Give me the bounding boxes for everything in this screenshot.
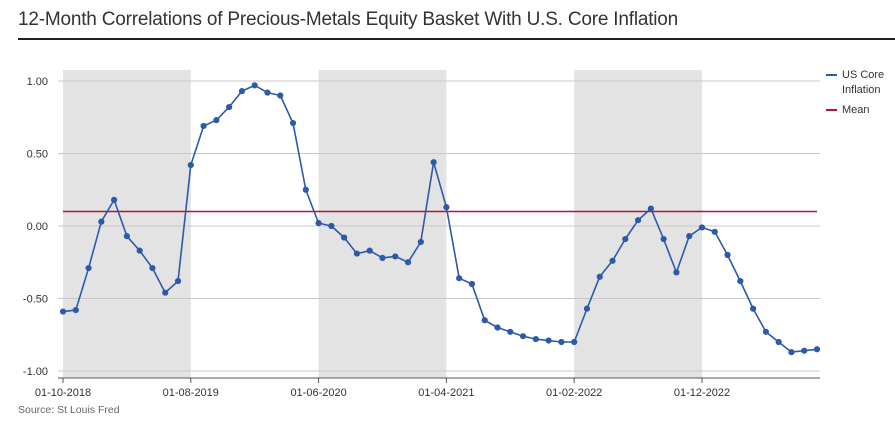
y-tick-label: -1.00 bbox=[23, 366, 48, 378]
y-tick-label: -0.50 bbox=[23, 294, 48, 306]
data-point bbox=[226, 104, 233, 111]
title-rule bbox=[18, 38, 895, 40]
data-point bbox=[698, 224, 706, 231]
data-point bbox=[571, 338, 578, 346]
data-point bbox=[750, 305, 757, 312]
data-point bbox=[251, 82, 258, 89]
data-point bbox=[85, 264, 92, 272]
data-point bbox=[673, 269, 680, 276]
data-point bbox=[289, 119, 297, 127]
data-point bbox=[558, 338, 565, 346]
legend-label: Mean bbox=[842, 104, 870, 116]
data-point bbox=[136, 247, 143, 254]
data-point bbox=[724, 251, 731, 259]
data-point bbox=[622, 235, 629, 243]
y-tick-label: 0.00 bbox=[27, 221, 48, 233]
source-note: Source: St Louis Fred bbox=[18, 404, 120, 416]
data-point bbox=[443, 204, 450, 211]
data-point bbox=[315, 220, 322, 227]
data-point bbox=[162, 289, 169, 296]
data-point bbox=[187, 162, 194, 169]
x-tick-label: 01-08-2019 bbox=[163, 387, 219, 399]
shaded-band-0 bbox=[63, 70, 191, 378]
data-point bbox=[737, 278, 744, 285]
legend: US Core Inflation Mean bbox=[826, 68, 895, 123]
data-point bbox=[111, 196, 118, 203]
legend-label: US Core Inflation bbox=[842, 69, 885, 96]
data-point bbox=[456, 275, 463, 282]
data-point bbox=[213, 117, 220, 124]
data-point bbox=[98, 218, 105, 225]
data-point bbox=[686, 233, 693, 240]
data-point bbox=[583, 305, 591, 312]
shaded-band-1 bbox=[318, 70, 447, 378]
data-point bbox=[481, 317, 488, 324]
data-point bbox=[149, 264, 156, 272]
x-tick-label: 01-06-2020 bbox=[290, 387, 346, 399]
data-point bbox=[123, 233, 130, 240]
data-point bbox=[392, 253, 399, 260]
data-point bbox=[609, 257, 616, 264]
data-point bbox=[353, 250, 361, 257]
data-point bbox=[238, 88, 246, 95]
data-point bbox=[366, 247, 373, 254]
legend-swatch-red bbox=[826, 109, 837, 111]
data-point bbox=[660, 235, 667, 243]
data-point bbox=[596, 273, 603, 280]
y-tick-label: 1.00 bbox=[27, 76, 48, 88]
data-point bbox=[647, 205, 654, 212]
shaded-bands bbox=[63, 70, 702, 378]
data-point bbox=[532, 336, 539, 343]
data-point bbox=[417, 238, 424, 246]
data-point bbox=[494, 324, 501, 331]
x-tick-label: 01-04-2021 bbox=[418, 387, 474, 399]
y-tick-label: 0.50 bbox=[27, 149, 48, 161]
data-point bbox=[762, 328, 769, 335]
data-point bbox=[634, 217, 642, 224]
data-point bbox=[341, 234, 348, 241]
x-tick-label: 01-10-2018 bbox=[35, 387, 91, 399]
data-point bbox=[430, 159, 437, 166]
data-point bbox=[519, 333, 527, 340]
data-point bbox=[59, 308, 67, 315]
data-point bbox=[174, 278, 182, 285]
data-point bbox=[379, 254, 386, 261]
data-point bbox=[507, 328, 514, 335]
legend-item-mean: Mean bbox=[826, 103, 895, 118]
x-axis-tick-labels: 01-10-2018 01-08-2019 01-06-2020 01-04-2021… bbox=[35, 378, 730, 399]
shaded-band-2 bbox=[574, 70, 702, 378]
data-point bbox=[711, 228, 718, 235]
legend-swatch-blue bbox=[826, 74, 837, 76]
y-axis-tick-labels: 1.00 0.50 0.00 -0.50 -1.00 bbox=[23, 76, 48, 378]
data-point bbox=[545, 337, 552, 344]
data-point bbox=[813, 346, 821, 353]
data-point bbox=[468, 280, 476, 288]
data-point bbox=[302, 186, 309, 193]
data-point bbox=[775, 338, 782, 346]
data-point bbox=[788, 349, 795, 356]
data-point bbox=[277, 92, 284, 99]
data-point bbox=[801, 347, 808, 354]
chart-title: 12-Month Correlations of Precious-Metals… bbox=[18, 9, 679, 30]
series-points bbox=[59, 82, 821, 356]
data-point bbox=[404, 259, 412, 266]
gridlines bbox=[58, 80, 820, 379]
legend-item-us-core-inflation: US Core Inflation bbox=[826, 68, 895, 98]
x-tick-label: 01-12-2022 bbox=[674, 387, 730, 399]
data-point bbox=[72, 307, 79, 314]
data-point bbox=[328, 222, 335, 230]
data-point bbox=[264, 89, 271, 96]
data-point bbox=[200, 122, 207, 130]
x-tick-label: 01-02-2022 bbox=[546, 387, 602, 399]
